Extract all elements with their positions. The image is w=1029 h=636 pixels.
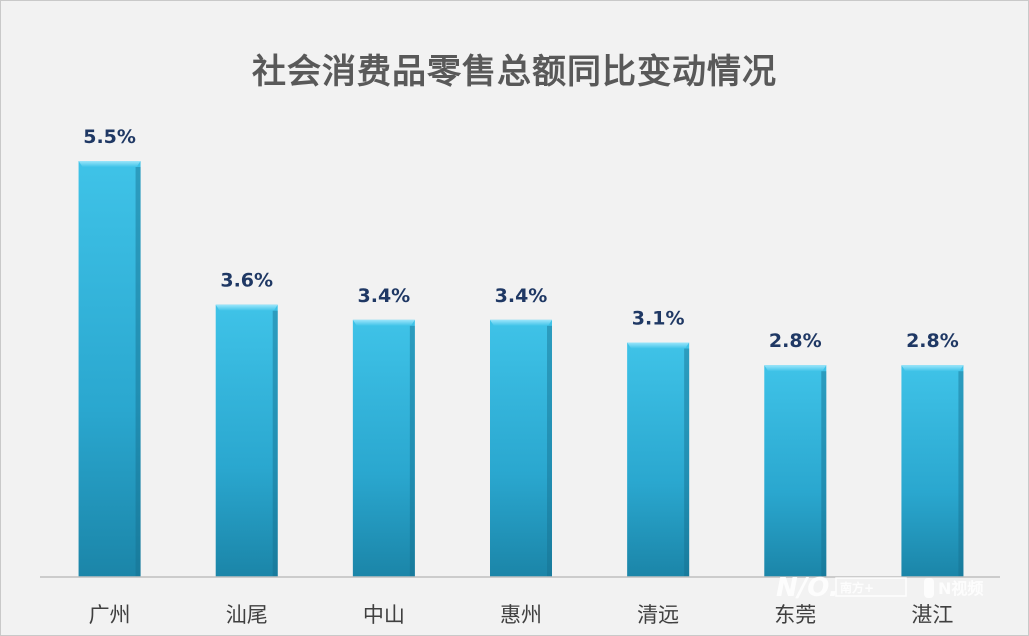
watermark-badge: 南方+: [840, 580, 874, 595]
bar-惠州: [490, 319, 552, 577]
bar: [215, 304, 278, 577]
bar-汕尾: [215, 304, 278, 577]
data-label: 5.5%: [83, 126, 136, 148]
bar: [901, 365, 964, 577]
bar-bevel: [764, 365, 827, 372]
bar-shade: [958, 371, 964, 577]
data-label: 2.8%: [906, 330, 959, 352]
bar: [352, 319, 415, 577]
category-label: 湛江: [911, 603, 953, 627]
data-label: 3.6%: [220, 270, 273, 292]
bar-shade: [409, 325, 415, 577]
category-label: 清远: [637, 603, 679, 627]
bar-shade: [547, 325, 552, 577]
bar-shade: [272, 310, 278, 577]
bar: [627, 342, 690, 577]
bar-广州: [78, 161, 141, 577]
bar: [764, 365, 827, 577]
bar-bevel: [490, 319, 552, 326]
bar-shade: [684, 348, 690, 577]
data-label: 3.4%: [358, 285, 411, 307]
chart-title: 社会消费品零售总额同比变动情况: [252, 52, 777, 92]
category-label: 中山: [363, 603, 405, 627]
video-icon: [924, 578, 934, 598]
data-label: 3.4%: [495, 285, 548, 307]
data-label: 2.8%: [769, 330, 822, 352]
bar-湛江: [901, 365, 964, 577]
bar: [78, 161, 141, 577]
category-label: 汕尾: [226, 603, 268, 627]
category-label: 广州: [89, 603, 131, 627]
data-label: 3.1%: [632, 308, 685, 330]
bar-shade: [135, 167, 141, 577]
category-label: 惠州: [500, 603, 542, 627]
bar-中山: [352, 319, 415, 577]
source-watermark: N/O. 南方+ N视频: [776, 573, 983, 602]
bar-bevel: [215, 304, 278, 311]
bar-bevel: [901, 365, 964, 372]
category-label: 东莞: [774, 603, 816, 627]
bar-东莞: [764, 365, 827, 577]
bar-shade: [821, 371, 827, 577]
bar-bevel: [78, 161, 141, 167]
bar-bevel: [627, 342, 690, 349]
watermark-logo: N/O.: [776, 573, 839, 602]
watermark-video: N视频: [938, 579, 983, 598]
bar-bevel: [352, 319, 415, 326]
bar-清远: [627, 342, 690, 577]
bar: [490, 319, 552, 577]
